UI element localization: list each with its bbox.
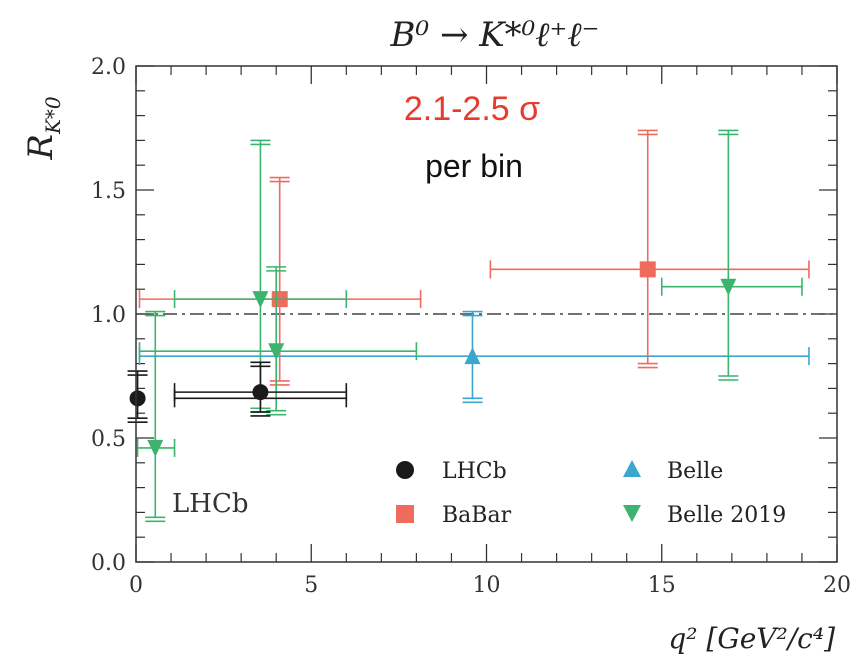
data-series xyxy=(127,129,810,523)
data-point-lhcb xyxy=(129,390,146,407)
legend-label-belle-2019: Belle 2019 xyxy=(667,503,786,528)
experiment-label: LHCb xyxy=(172,489,248,519)
legend-marker-belle-2019 xyxy=(623,505,641,522)
data-point-babar xyxy=(639,261,656,278)
legend-entry-babar: BaBar xyxy=(396,503,512,528)
data-point-belle-2019 xyxy=(147,439,164,457)
legend-entry-belle: Belle xyxy=(623,459,723,484)
x-tick-label: 5 xyxy=(304,573,318,598)
legend: LHCb BaBar Belle Belle 2019 xyxy=(396,459,786,528)
per-bin-annotation: per bin xyxy=(425,148,523,184)
legend-label-belle: Belle xyxy=(667,459,723,484)
y-tick-label: 2.0 xyxy=(91,55,126,80)
series-lhcb xyxy=(127,361,348,423)
legend-label-babar: BaBar xyxy=(442,503,512,528)
svg-text:RK*0: RK*0 xyxy=(21,96,65,161)
y-tick-label: 1.5 xyxy=(91,179,126,204)
data-point-belle-2019 xyxy=(720,278,737,296)
x-axis-label: q² [GeV²/c⁴] xyxy=(668,622,835,655)
y-tick-label: 1.0 xyxy=(91,303,126,328)
y-tick-label: 0.5 xyxy=(91,427,126,452)
x-tick-label: 0 xyxy=(129,573,143,598)
legend-marker-lhcb xyxy=(396,461,414,479)
data-point-belle xyxy=(464,347,481,365)
series-belle xyxy=(138,310,810,404)
legend-entry-belle-2019: Belle 2019 xyxy=(623,503,786,528)
x-tick-label: 15 xyxy=(648,573,676,598)
y-axis-label: RK*0 xyxy=(21,96,65,161)
legend-entry-lhcb: LHCb xyxy=(396,459,507,484)
data-point-belle-2019 xyxy=(252,291,269,309)
legend-marker-babar xyxy=(396,505,414,523)
data-point-lhcb xyxy=(252,384,269,401)
significance-annotation: 2.1-2.5 σ xyxy=(404,90,540,128)
series-belle-2019 xyxy=(136,129,803,523)
data-point-belle-2019 xyxy=(268,343,285,361)
legend-marker-belle xyxy=(623,460,641,477)
y-axis-label-sub: K*0 xyxy=(41,96,65,135)
plot-frame xyxy=(135,65,838,563)
x-tick-label: 10 xyxy=(473,573,501,598)
y-axis-label-main: R xyxy=(21,134,61,161)
legend-label-lhcb: LHCb xyxy=(442,459,507,484)
chart-title: B⁰ → K*⁰ℓ⁺ℓ⁻ xyxy=(390,15,600,55)
x-tick-label: 20 xyxy=(823,573,851,598)
y-tick-label: 0.0 xyxy=(91,551,126,576)
